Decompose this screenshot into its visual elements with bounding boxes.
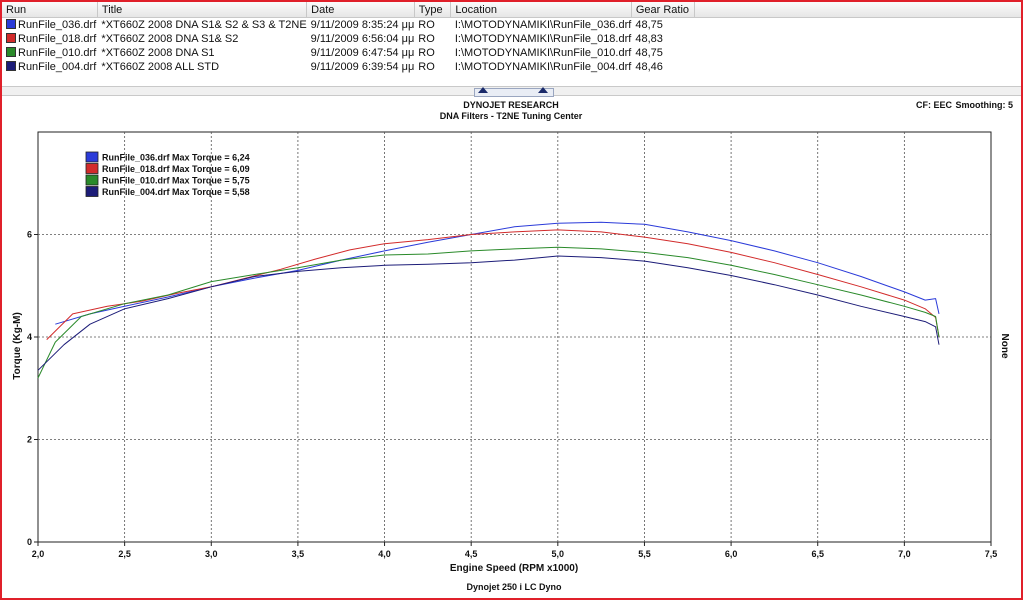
x-tick-label: 4,5 <box>465 549 478 559</box>
x-tick-label: 5,0 <box>552 549 565 559</box>
legend-entry: RunFile_018.drf Max Torque = 6,09 <box>102 164 250 174</box>
x-tick-label: 2,5 <box>118 549 131 559</box>
run-color-swatch <box>6 47 16 57</box>
collapse-up-icon[interactable] <box>538 87 548 93</box>
runs-table-body: RunFile_036.drf *XT660Z 2008 DNA S1& S2 … <box>2 18 1021 75</box>
column-header-title[interactable]: Title <box>97 2 308 18</box>
y-tick-label: 2 <box>27 435 32 445</box>
run-color-swatch <box>6 61 16 71</box>
run-name: RunFile_010.drf <box>18 47 97 59</box>
title-cell: *XT660Z 2008 DNA S1& S2 & S3 & T2NE <box>101 19 307 31</box>
gear-ratio-cell: 48,75 <box>635 19 663 31</box>
x-tick-label: 7,5 <box>985 549 998 559</box>
right-axis-label: None <box>999 334 1010 359</box>
series-line <box>37 255 940 371</box>
column-header-run[interactable]: Run <box>2 2 98 18</box>
legend-swatch <box>85 174 99 186</box>
legend-swatch <box>85 151 99 163</box>
legend-entry: RunFile_004.drf Max Torque = 5,58 <box>102 187 250 197</box>
panel-splitter[interactable] <box>2 86 1021 97</box>
run-cell[interactable]: RunFile_018.drf <box>2 32 97 46</box>
x-tick-label: 3,0 <box>205 549 218 559</box>
legend-entry: RunFile_036.drf Max Torque = 6,24 <box>102 153 250 163</box>
legend-swatch <box>85 163 99 174</box>
type-cell: RO <box>418 47 435 59</box>
location-cell: I:\MOTODYNAMIKI\RunFile_010.drf <box>454 47 632 59</box>
run-name: RunFile_018.drf <box>18 33 97 45</box>
run-name: RunFile_004.drf <box>18 61 97 73</box>
y-tick-label: 4 <box>27 332 32 342</box>
collapse-up-icon[interactable] <box>478 87 488 93</box>
run-cell[interactable]: RunFile_010.drf <box>2 46 97 60</box>
type-cell: RO <box>418 61 435 73</box>
filler-cell <box>694 60 1021 74</box>
run-cell[interactable]: RunFile_036.drf <box>2 18 97 33</box>
table-row[interactable]: RunFile_036.drf *XT660Z 2008 DNA S1& S2 … <box>2 18 1021 33</box>
date-cell: 9/11/2009 6:39:54 μμ <box>310 61 415 73</box>
y-tick-label: 0 <box>27 537 32 547</box>
run-name: RunFile_036.drf <box>18 19 97 31</box>
y-tick-label: 6 <box>27 230 32 240</box>
column-header-type[interactable]: Type <box>414 2 452 18</box>
run-color-swatch <box>6 19 16 29</box>
run-cell[interactable]: RunFile_004.drf <box>2 60 97 74</box>
x-axis-label: Engine Speed (RPM x1000) <box>450 563 578 574</box>
filler-cell <box>694 46 1021 60</box>
table-row[interactable]: RunFile_004.drf *XT660Z 2008 ALL STD 9/1… <box>2 60 1021 74</box>
smoothing-label: Smoothing: 5 <box>956 100 1014 110</box>
run-color-swatch <box>6 33 16 43</box>
filler-cell <box>694 32 1021 46</box>
x-tick-label: 4,0 <box>378 549 391 559</box>
location-cell: I:\MOTODYNAMIKI\RunFile_036.drf <box>454 19 632 31</box>
dyno-chart: DYNOJET RESEARCH DNA Filters - T2NE Tuni… <box>12 100 1014 592</box>
cf-label: CF: EEC <box>916 100 953 110</box>
chart-footer: Dynojet 250 i LC Dyno <box>466 582 562 592</box>
gear-ratio-cell: 48,83 <box>635 33 663 45</box>
title-cell: *XT660Z 2008 DNA S1 <box>101 47 215 59</box>
x-tick-label: 7,0 <box>898 549 911 559</box>
series-line <box>37 246 940 379</box>
column-header-date[interactable]: Date <box>306 2 415 18</box>
location-cell: I:\MOTODYNAMIKI\RunFile_018.drf <box>454 33 632 45</box>
legend-entry: RunFile_010.drf Max Torque = 5,75 <box>102 176 250 186</box>
column-header-gear-ratio[interactable]: Gear Ratio <box>631 2 695 18</box>
x-tick-label: 6,0 <box>725 549 738 559</box>
x-tick-label: 5,5 <box>638 549 651 559</box>
location-cell: I:\MOTODYNAMIKI\RunFile_004.drf <box>454 61 632 73</box>
filler-cell <box>694 18 1021 33</box>
date-cell: 9/11/2009 6:47:54 μμ <box>310 47 415 59</box>
column-header-location[interactable]: Location <box>450 2 632 18</box>
column-header-filler <box>694 2 1021 18</box>
table-row[interactable]: RunFile_018.drf *XT660Z 2008 DNA S1& S2 … <box>2 32 1021 46</box>
title-cell: *XT660Z 2008 DNA S1& S2 <box>101 33 239 45</box>
x-tick-label: 2,0 <box>32 549 45 559</box>
date-cell: 9/11/2009 6:56:04 μμ <box>310 33 415 45</box>
splitter-grip[interactable] <box>474 88 554 97</box>
chart-header-line2: DNA Filters - T2NE Tuning Center <box>440 111 583 121</box>
y-axis-label: Torque (Kg-M) <box>12 312 23 380</box>
gear-ratio-cell: 48,46 <box>635 61 663 73</box>
x-tick-label: 3,5 <box>292 549 305 559</box>
type-cell: RO <box>418 19 435 31</box>
gear-ratio-cell: 48,75 <box>635 47 663 59</box>
plot-area: 2,0 2,5 3,0 3,5 4,0 4,5 5,0 5,5 6,0 6,5 7,0 7,5 0 2 4 6… <box>27 131 998 559</box>
runs-table: Run Title Date Type Location Gear Ratio … <box>2 2 1021 74</box>
runs-table-header: Run Title Date Type Location Gear Ratio <box>2 2 1021 18</box>
type-cell: RO <box>418 33 435 45</box>
title-cell: *XT660Z 2008 ALL STD <box>101 61 220 73</box>
x-tick-label: 6,5 <box>811 549 824 559</box>
date-cell: 9/11/2009 8:35:24 μμ <box>310 19 415 31</box>
chart-header-line1: DYNOJET RESEARCH <box>463 100 559 110</box>
legend-swatch <box>85 186 99 197</box>
runs-table-panel: Run Title Date Type Location Gear Ratio … <box>2 2 1021 86</box>
series-line <box>46 229 940 340</box>
table-row[interactable]: RunFile_010.drf *XT660Z 2008 DNA S1 9/11… <box>2 46 1021 60</box>
